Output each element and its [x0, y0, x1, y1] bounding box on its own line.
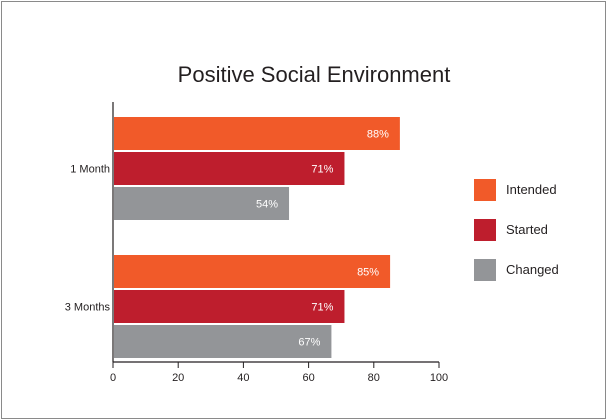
- bar-intended-1: [114, 117, 400, 150]
- bar-intended-2: [114, 255, 391, 288]
- data-label: 85%: [357, 267, 379, 279]
- legend: Intended Started Changed: [474, 179, 559, 281]
- bar-changed-1: [114, 187, 290, 220]
- category-label: 3 Months: [65, 302, 111, 314]
- bar-started-1: [114, 152, 345, 185]
- x-tick-label: 20: [172, 372, 184, 384]
- x-tick-label: 100: [430, 372, 448, 384]
- bar-changed-2: [114, 325, 332, 358]
- category-label: 1 Month: [70, 164, 110, 176]
- x-tick-label: 80: [368, 372, 380, 384]
- axes: 1 Month 3 Months 0 20 40 60 80 100: [65, 102, 448, 384]
- data-label: 71%: [311, 302, 333, 314]
- data-label: 67%: [298, 337, 320, 349]
- legend-label-intended: Intended: [506, 182, 557, 197]
- legend-swatch-intended: [474, 179, 496, 201]
- x-tick-label: 40: [237, 372, 249, 384]
- legend-swatch-changed: [474, 259, 496, 281]
- bar-group: 88% 71% 54% 85% 71% 67%: [114, 117, 400, 358]
- legend-label-changed: Changed: [506, 262, 559, 277]
- x-tick-label: 0: [110, 372, 116, 384]
- data-label: 54%: [256, 199, 278, 211]
- x-tick-label: 60: [302, 372, 314, 384]
- data-label: 71%: [311, 164, 333, 176]
- legend-swatch-started: [474, 219, 496, 241]
- chart-title: Positive Social Environment: [178, 62, 451, 87]
- legend-label-started: Started: [506, 222, 548, 237]
- bar-started-2: [114, 290, 345, 323]
- data-label: 88%: [367, 129, 389, 141]
